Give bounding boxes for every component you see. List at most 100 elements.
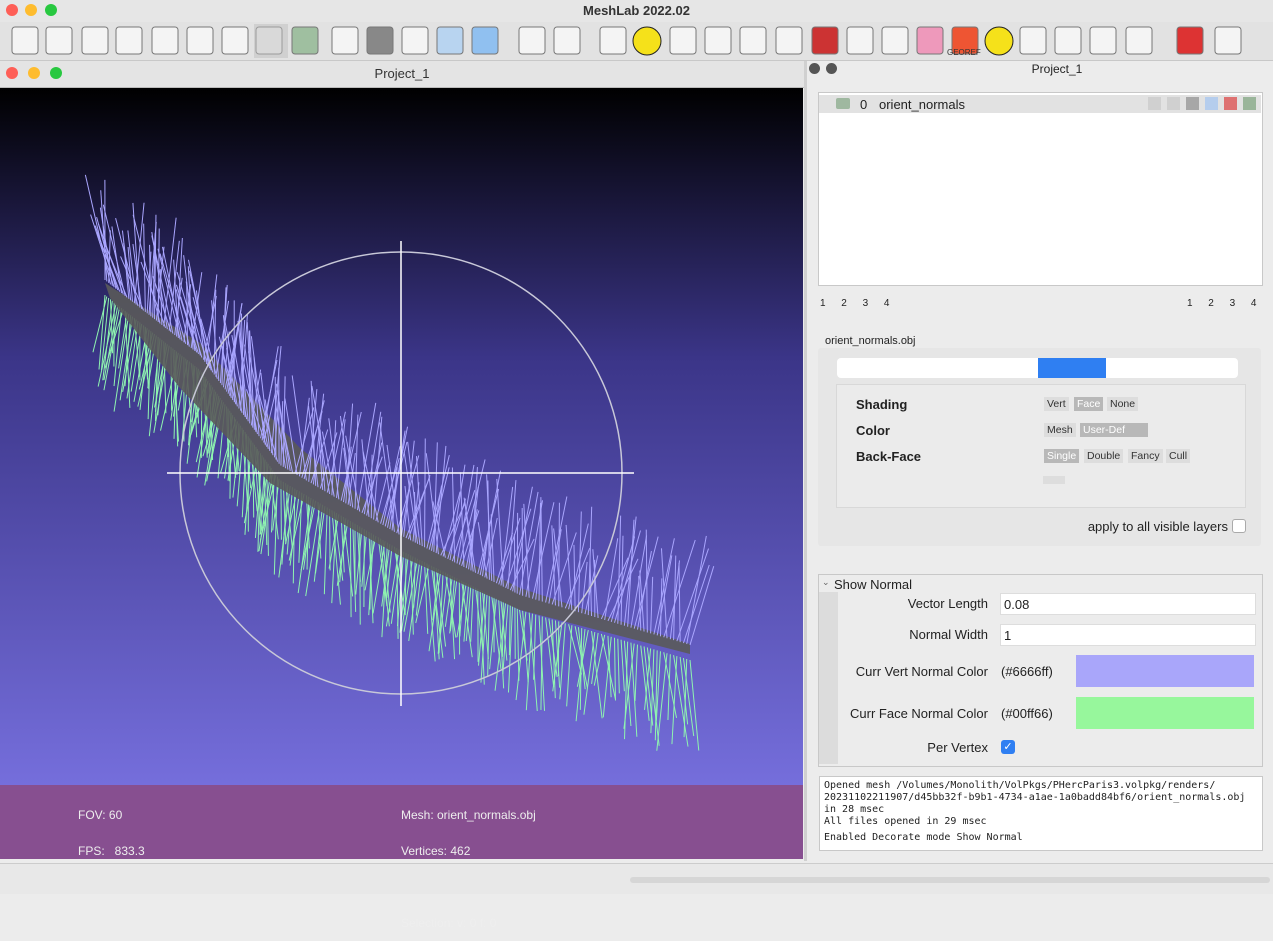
layer-name: orient_normals — [879, 97, 965, 112]
field-label: Vector Length — [838, 596, 988, 611]
option-label: Back-Face — [856, 449, 921, 464]
input-value: 1 — [1004, 628, 1011, 643]
toolbar-button[interactable] — [882, 27, 908, 54]
toolbar-button[interactable] — [847, 27, 873, 54]
face-normal — [350, 521, 351, 617]
page-number[interactable]: 2 — [1208, 298, 1214, 309]
page-number[interactable]: 1 — [1187, 298, 1193, 309]
toolbar-button[interactable] — [82, 27, 108, 54]
toolbar-button[interactable] — [519, 27, 545, 54]
render-icon[interactable] — [1186, 97, 1199, 110]
color-swatch[interactable] — [1043, 476, 1065, 484]
toolbar-button[interactable] — [152, 27, 178, 54]
render-icon[interactable] — [1224, 97, 1237, 110]
render-icon[interactable] — [1167, 97, 1180, 110]
toolbar-button[interactable] — [1055, 27, 1081, 54]
page-number[interactable]: 4 — [884, 298, 890, 309]
toolbar-button[interactable] — [1215, 27, 1241, 54]
toolbar-button[interactable] — [670, 27, 696, 54]
toolbar-button[interactable] — [437, 27, 463, 54]
toolbar-button[interactable] — [633, 27, 661, 55]
georef-label: GEOREF — [947, 48, 981, 57]
color-code: (#00ff66) — [1001, 706, 1053, 721]
field-label: Curr Face Normal Color — [838, 706, 988, 721]
toolbar-icons — [0, 22, 1273, 60]
vertex-normal — [559, 503, 560, 607]
info-line: FPS: 833.3 — [78, 845, 174, 857]
page-number[interactable]: 3 — [1230, 298, 1236, 309]
info-line: Vertices: 462 — [401, 845, 536, 857]
text-input[interactable]: 1 — [1000, 624, 1256, 646]
render-file: orient_normals.obj — [825, 335, 916, 347]
option-button[interactable]: Face — [1074, 397, 1103, 411]
face-normal — [360, 526, 361, 624]
layer-list — [818, 92, 1263, 286]
option-button[interactable]: Cull — [1166, 449, 1190, 463]
option-button[interactable]: User-Def — [1080, 423, 1148, 437]
apply-all-checkbox[interactable] — [1232, 519, 1246, 533]
option-button[interactable]: Mesh — [1044, 423, 1076, 437]
panel-float[interactable] — [826, 63, 837, 74]
toolbar-button[interactable] — [402, 27, 428, 54]
vertex-normal — [425, 439, 426, 548]
toolbar-button[interactable] — [332, 27, 358, 54]
toolbar-button[interactable] — [705, 27, 731, 54]
render-icon[interactable] — [1148, 97, 1161, 110]
panel-close[interactable] — [809, 63, 820, 74]
decorator-gutter — [819, 592, 838, 764]
option-button[interactable]: Single — [1044, 449, 1079, 463]
toolbar-button[interactable] — [1177, 27, 1203, 54]
log-line: in 28 msec — [824, 804, 884, 816]
log-line: Opened mesh /Volumes/Monolith/VolPkgs/PH… — [824, 780, 1215, 792]
log-line: All files opened in 29 msec — [824, 816, 987, 828]
option-button[interactable]: Fancy — [1128, 449, 1163, 463]
toolbar-button[interactable] — [985, 27, 1013, 55]
page-number[interactable]: 2 — [841, 298, 847, 309]
toolbar-button[interactable] — [1090, 27, 1116, 54]
toolbar-button[interactable] — [222, 27, 248, 54]
input-value: 0.08 — [1004, 597, 1029, 612]
progress-bar — [630, 877, 1270, 883]
splitter[interactable] — [804, 61, 807, 861]
option-button[interactable]: Vert — [1044, 397, 1069, 411]
vert-color-swatch[interactable] — [1076, 655, 1254, 687]
toolbar-button[interactable] — [187, 27, 213, 54]
render-icon[interactable] — [1243, 97, 1256, 110]
per-vertex-checkbox[interactable]: ✓ — [1001, 740, 1015, 754]
info-line: Mesh: orient_normals.obj — [401, 809, 536, 821]
layer-index: 0 — [860, 97, 867, 112]
toolbar-button[interactable] — [46, 27, 72, 54]
log-panel: Opened mesh /Volumes/Monolith/VolPkgs/PH… — [819, 776, 1263, 851]
toolbar-button[interactable] — [12, 27, 38, 54]
expand-arrow[interactable]: ⌄ — [822, 577, 830, 588]
toolbar-button[interactable] — [1126, 27, 1152, 54]
render-tab-active[interactable] — [1038, 358, 1106, 378]
toolbar-button[interactable] — [554, 27, 580, 54]
text-input[interactable]: 0.08 — [1000, 593, 1256, 615]
toolbar-button[interactable] — [740, 27, 766, 54]
info-line: FOV: 60 — [78, 809, 174, 821]
panel-title: Project_1 — [842, 62, 1272, 76]
page: MeshLab 2022.02 GEOREF Project_1 FOV: 60… — [0, 0, 1273, 893]
toolbar-button[interactable] — [917, 27, 943, 54]
toolbar-button[interactable] — [292, 27, 318, 54]
visibility-eye[interactable] — [836, 98, 850, 109]
log-line: Enabled Decorate mode Show Normal — [824, 832, 1023, 844]
toolbar-button[interactable] — [776, 27, 802, 54]
toolbar-button[interactable] — [367, 27, 393, 54]
toolbar-button[interactable] — [116, 27, 142, 54]
page-number[interactable]: 3 — [863, 298, 869, 309]
page-number[interactable]: 1 — [820, 298, 826, 309]
toolbar-button[interactable] — [600, 27, 626, 54]
option-button[interactable]: Double — [1084, 449, 1123, 463]
viewport[interactable] — [0, 88, 803, 859]
toolbar-button[interactable] — [1020, 27, 1046, 54]
face-color-swatch[interactable] — [1076, 697, 1254, 729]
render-icon[interactable] — [1205, 97, 1218, 110]
toolbar-button[interactable] — [472, 27, 498, 54]
color-code: (#6666ff) — [1001, 664, 1053, 679]
page-number[interactable]: 4 — [1251, 298, 1257, 309]
option-button[interactable]: None — [1107, 397, 1138, 411]
toolbar-button[interactable] — [812, 27, 838, 54]
option-label: Color — [856, 423, 890, 438]
